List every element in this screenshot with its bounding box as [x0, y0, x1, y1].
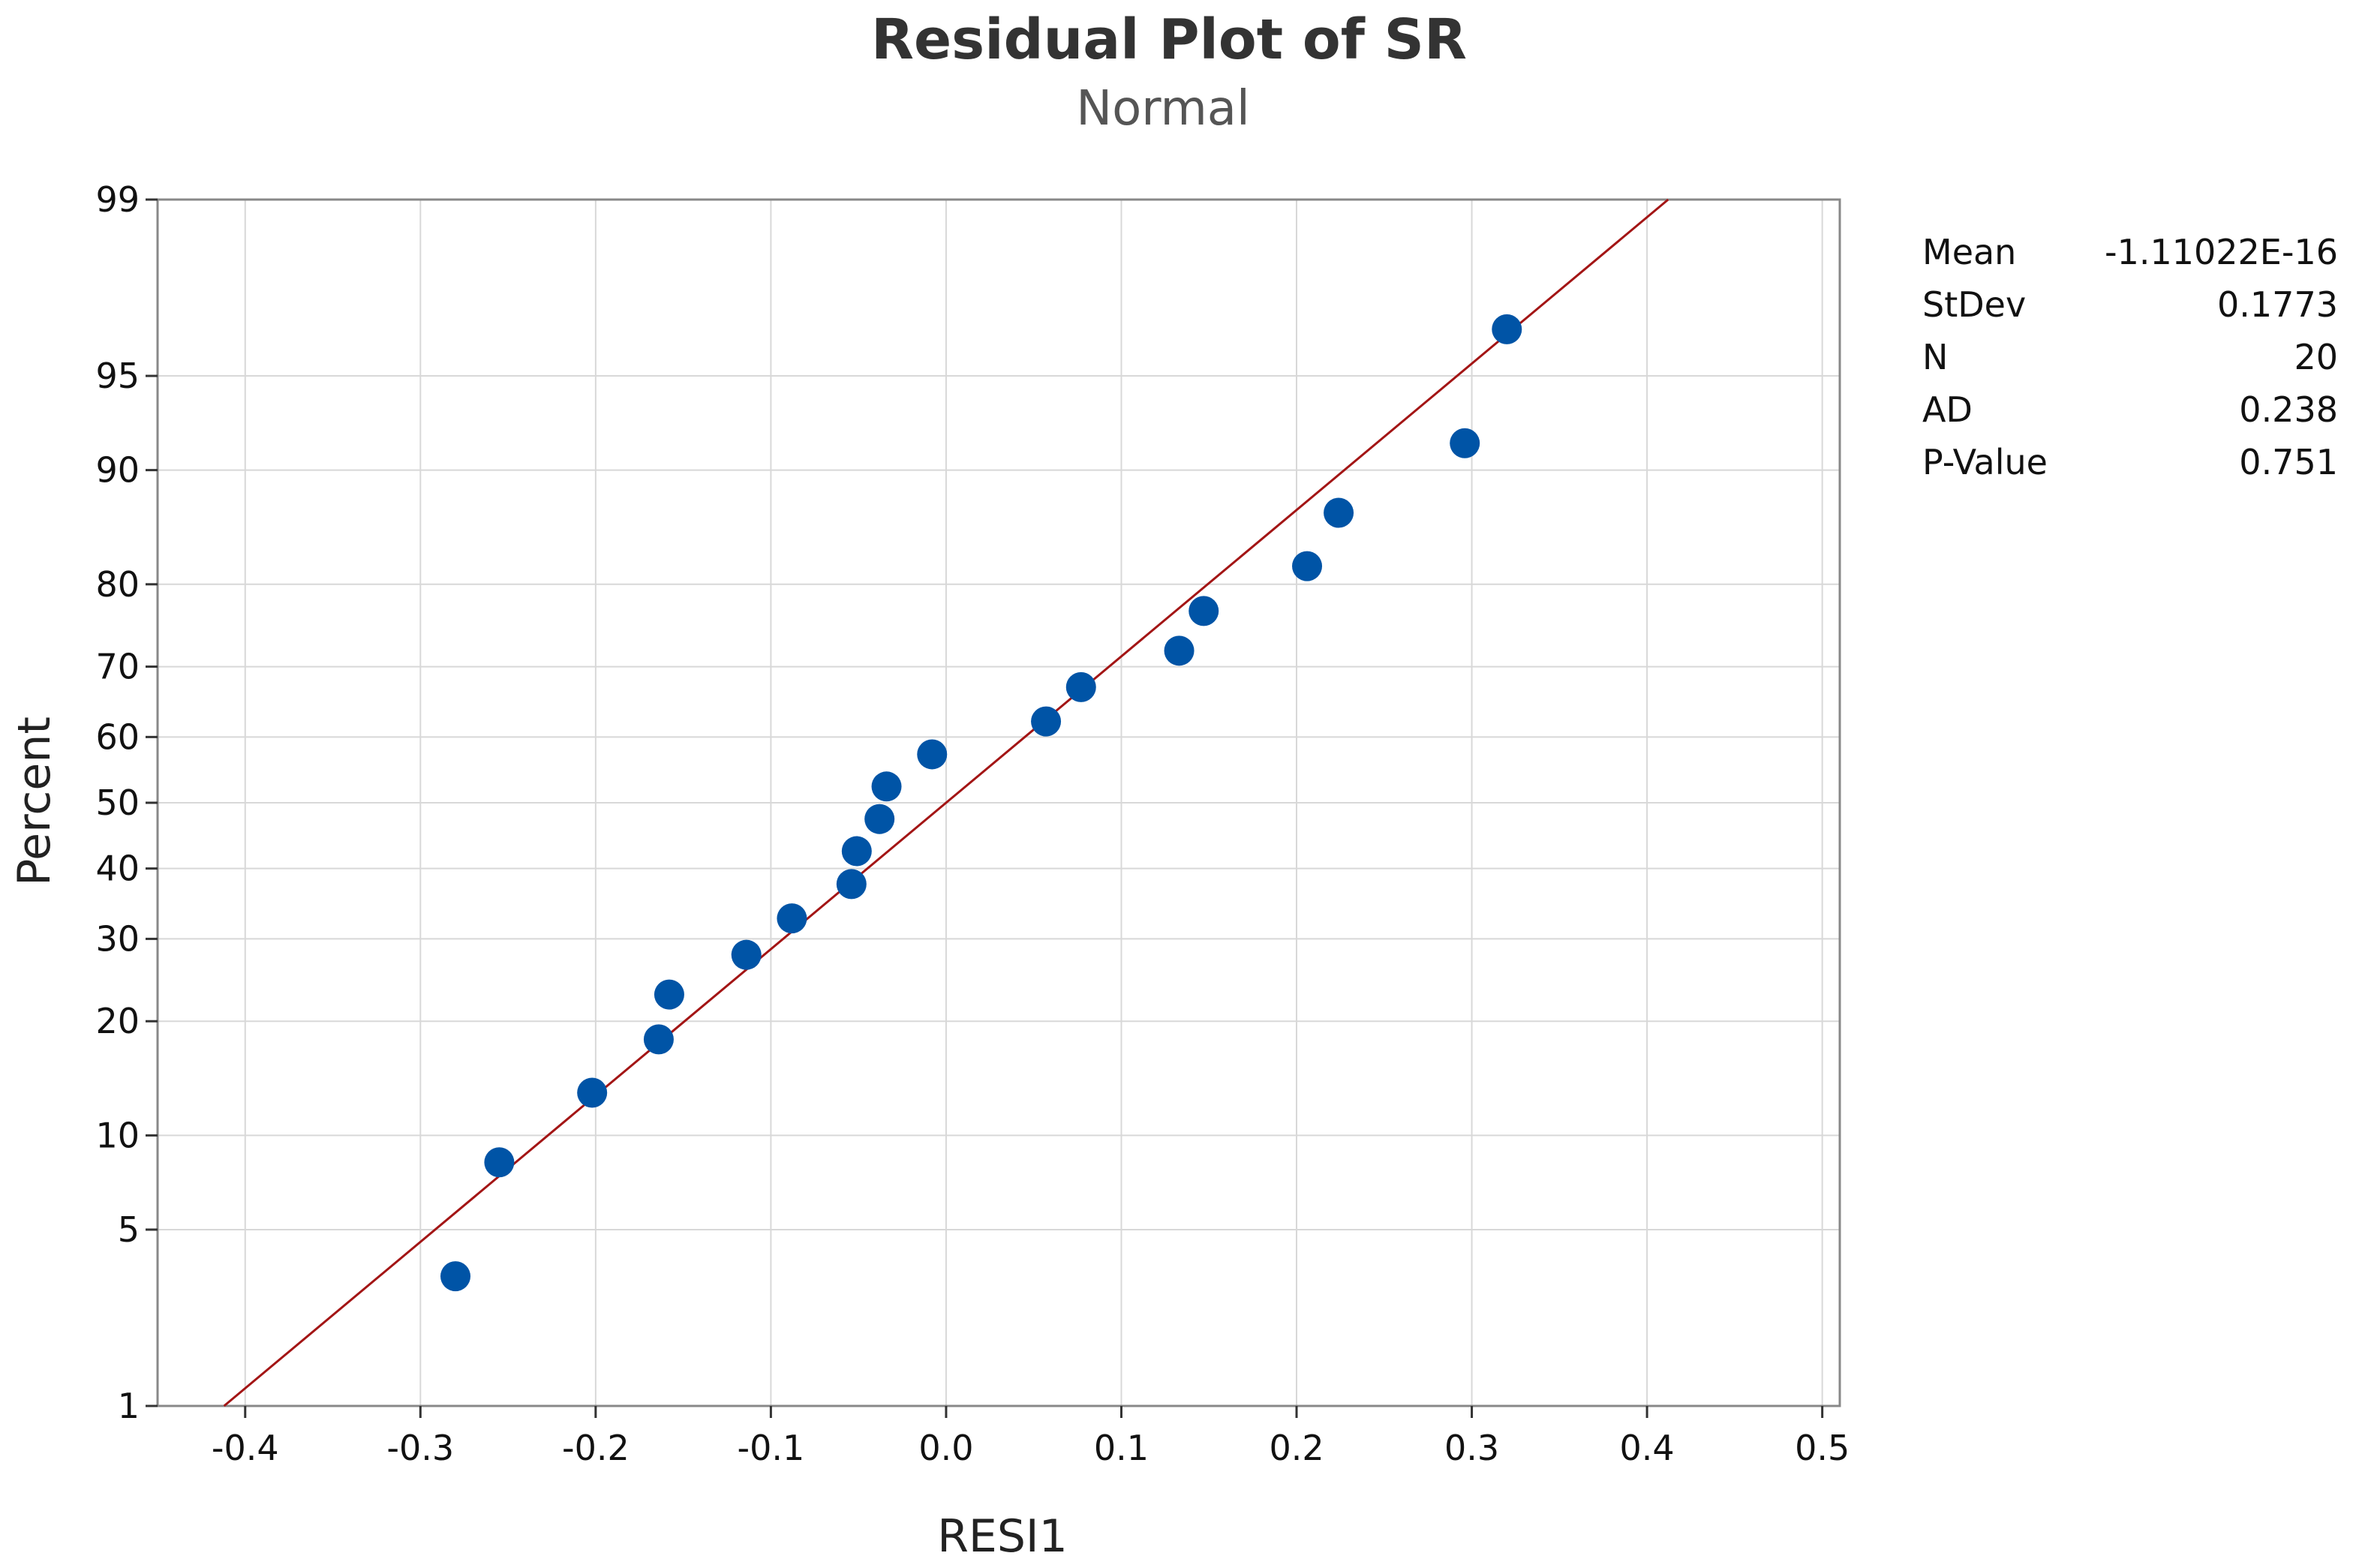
stat-label: Mean — [1922, 232, 2016, 272]
stat-value: 0.1773 — [2217, 284, 2338, 325]
x-axis: -0.4 -0.3 -0.2 -0.1 0.0 0.1 0.2 0.3 0.4 0.5 — [212, 1406, 1850, 1468]
data-point — [871, 771, 902, 802]
data-point — [484, 1147, 515, 1178]
data-point — [864, 804, 895, 834]
stat-label: AD — [1922, 389, 1973, 430]
data-point — [1164, 635, 1195, 666]
y-tick-label: 20 — [95, 1001, 140, 1041]
y-tick-label: 70 — [95, 647, 140, 687]
data-point — [1324, 497, 1354, 528]
x-tick-label: 0.5 — [1795, 1428, 1850, 1468]
x-axis-label: RESI1 — [937, 1510, 1068, 1563]
stat-label: N — [1922, 337, 1948, 377]
x-tick-label: -0.4 — [212, 1428, 279, 1468]
x-tick-label: 0.3 — [1444, 1428, 1499, 1468]
y-tick-label: 50 — [95, 782, 140, 823]
stats-table: Mean -1.11022E-16 StDev 0.1773 N 20 AD 0.238 P-V… — [1922, 232, 2338, 482]
grid — [158, 199, 1840, 1407]
stat-value: 0.751 — [2239, 442, 2338, 482]
data-point — [731, 939, 762, 970]
y-tick-label: 40 — [95, 849, 140, 889]
data-point — [643, 1024, 674, 1055]
y-tick-label: 1 — [118, 1386, 140, 1426]
y-tick-label: 95 — [95, 356, 140, 396]
data-point — [1189, 596, 1219, 626]
y-axis: 1 5 10 20 30 40 50 60 70 80 90 95 99 — [95, 179, 158, 1426]
y-tick-label: 90 — [95, 450, 140, 491]
y-tick-label: 10 — [95, 1115, 140, 1155]
data-point — [917, 739, 948, 770]
stat-value: 0.238 — [2239, 389, 2338, 430]
data-point — [841, 836, 872, 867]
x-tick-label: -0.1 — [738, 1428, 805, 1468]
x-tick-label: 0.0 — [918, 1428, 973, 1468]
data-point — [836, 869, 867, 900]
y-tick-label: 99 — [95, 179, 140, 220]
data-point — [654, 979, 684, 1010]
chart-title: Residual Plot of SR — [871, 8, 1467, 72]
data-point — [1031, 706, 1062, 737]
chart-subtitle: Normal — [1076, 81, 1250, 137]
y-tick-label: 60 — [95, 716, 140, 757]
stat-label: P-Value — [1922, 442, 2048, 482]
x-tick-label: -0.3 — [386, 1428, 454, 1468]
data-point — [1292, 551, 1323, 581]
x-tick-label: 0.2 — [1269, 1428, 1324, 1468]
y-tick-label: 5 — [118, 1209, 140, 1250]
data-point — [440, 1261, 471, 1292]
x-tick-label: 0.4 — [1620, 1428, 1675, 1468]
stat-value: -1.11022E-16 — [2105, 232, 2338, 272]
fit-line — [223, 198, 1669, 1407]
data-point — [1492, 314, 1522, 344]
x-tick-label: -0.2 — [562, 1428, 630, 1468]
x-tick-label: 0.1 — [1094, 1428, 1149, 1468]
y-tick-label: 30 — [95, 918, 140, 959]
y-tick-label: 80 — [95, 564, 140, 605]
data-point — [1450, 428, 1480, 458]
data-point — [1065, 671, 1096, 702]
data-point — [777, 903, 807, 934]
data-point — [577, 1077, 608, 1108]
y-axis-label: Percent — [8, 716, 61, 886]
data-points — [440, 314, 1522, 1292]
stat-label: StDev — [1922, 284, 2026, 325]
stat-value: 20 — [2294, 337, 2338, 377]
